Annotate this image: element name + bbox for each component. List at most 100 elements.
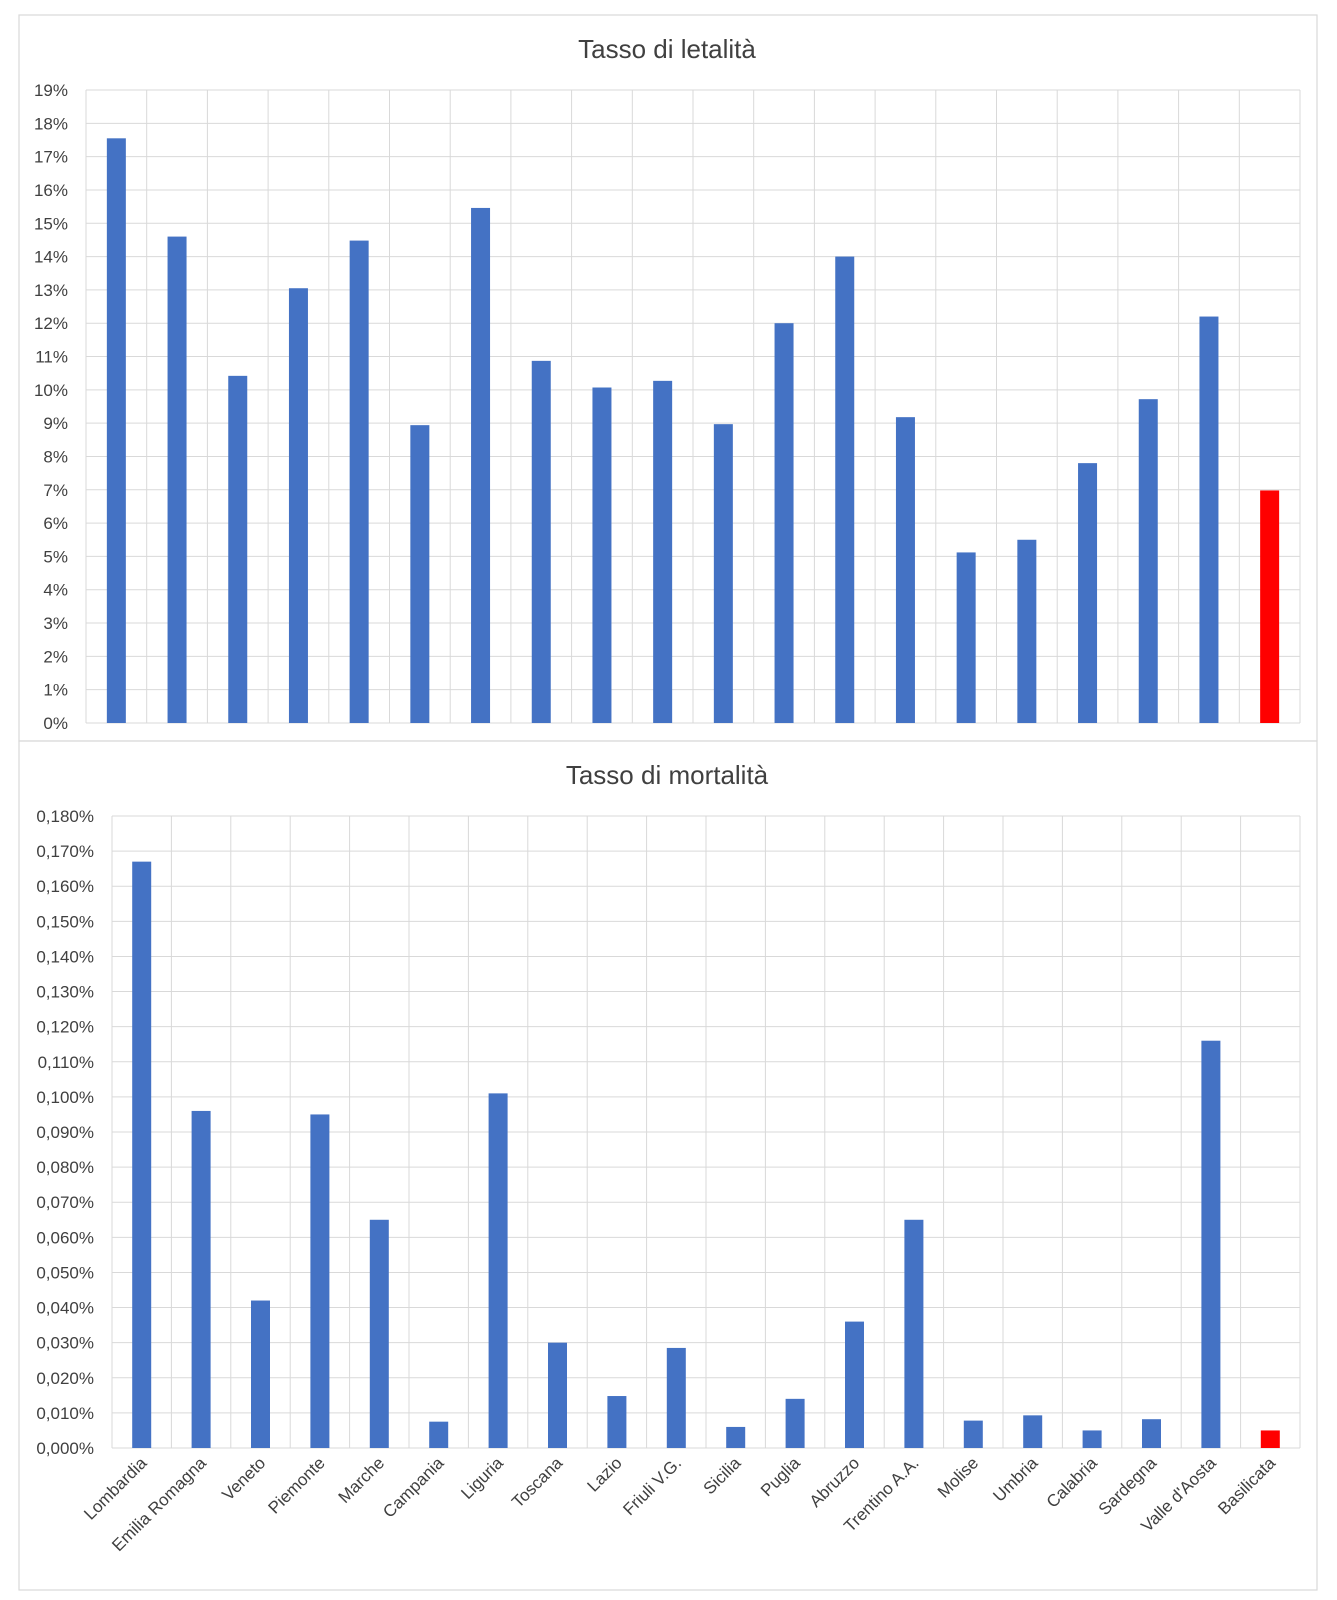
y-tick-label-mortalita: 0,130% <box>36 983 94 1002</box>
bar-letalita-sardegna <box>1138 399 1158 723</box>
x-tick-label: Umbria <box>989 1453 1042 1506</box>
bar-letalita-friuli-v-g- <box>653 380 673 723</box>
y-tick-label-letalita: 8% <box>43 447 68 466</box>
y-tick-label-mortalita: 0,070% <box>36 1193 94 1212</box>
plot-area-letalita: 0% 1% 2% 3% 4% 5% 6% 7% 8% 9% 10% 11% 12% 13% 14% 15% 16… <box>34 81 1301 733</box>
y-tick-label-letalita: 4% <box>43 581 68 600</box>
bar-mortalita-friuli-v-g- <box>666 1347 686 1448</box>
y-tick-label-mortalita: 0,050% <box>36 1263 94 1282</box>
y-tick-label-letalita: 1% <box>43 681 68 700</box>
bar-mortalita-calabria <box>1082 1430 1102 1448</box>
x-tick-label: Friuli V.G. <box>619 1453 685 1519</box>
y-tick-label-mortalita: 0,040% <box>36 1299 94 1318</box>
y-tick-label-letalita: 11% <box>35 348 68 367</box>
bar-mortalita-piemonte <box>310 1114 330 1448</box>
y-tick-label-letalita: 7% <box>43 481 68 500</box>
y-tick-label-mortalita: 0,020% <box>36 1369 94 1388</box>
bar-mortalita-emilia-romagna <box>191 1110 211 1448</box>
y-tick-label-mortalita: 0,110% <box>38 1053 94 1072</box>
y-tick-label-letalita: 13% <box>34 281 68 300</box>
bar-letalita-puglia <box>774 323 794 723</box>
y-tick-label-mortalita: 0,140% <box>36 947 94 966</box>
y-tick-label-letalita: 2% <box>43 647 68 666</box>
chart-frame-mortalita <box>18 740 1318 1591</box>
x-tick-label: Campania <box>379 1453 448 1522</box>
y-tick-label-letalita: 12% <box>34 314 68 333</box>
bar-mortalita-lazio <box>607 1396 627 1448</box>
x-tick-label: Calabria <box>1043 1453 1102 1512</box>
y-tick-label-letalita: 15% <box>34 214 68 233</box>
y-tick-label-letalita: 5% <box>43 547 68 566</box>
x-tick-label: Basilicata <box>1214 1453 1279 1518</box>
x-tick-label: Sicilia <box>700 1453 745 1498</box>
bar-letalita-toscana <box>531 360 551 723</box>
bar-letalita-umbria <box>1017 539 1037 723</box>
y-tick-label-mortalita: 0,180% <box>36 807 94 826</box>
y-tick-label-mortalita: 0,030% <box>36 1334 94 1353</box>
bar-letalita-abruzzo <box>835 256 855 723</box>
y-tick-label-letalita: 19% <box>34 81 68 100</box>
x-tick-label: Marche <box>335 1453 389 1507</box>
bar-letalita-valle-d-aosta <box>1199 316 1219 723</box>
y-tick-label-letalita: 0% <box>43 714 68 733</box>
bar-letalita-emilia-romagna <box>167 236 187 723</box>
bar-mortalita-sicilia <box>726 1426 746 1448</box>
bar-letalita-veneto <box>228 375 248 723</box>
bar-letalita-trentino-a-a- <box>895 417 915 723</box>
bar-letalita-marche <box>349 240 369 723</box>
bar-mortalita-abruzzo <box>845 1321 864 1448</box>
y-tick-label-letalita: 17% <box>34 148 68 167</box>
bar-mortalita-marche <box>369 1219 389 1448</box>
bar-mortalita-veneto <box>251 1300 270 1448</box>
y-tick-label-mortalita: 0,120% <box>36 1018 94 1037</box>
x-tick-label: Puglia <box>757 1453 804 1500</box>
bar-mortalita-campania <box>429 1421 449 1448</box>
bar-letalita-lombardia <box>106 138 126 724</box>
bar-letalita-campania <box>410 425 430 723</box>
x-tick-label: Toscana <box>508 1453 567 1512</box>
y-tick-label-mortalita: 0,010% <box>36 1404 94 1423</box>
y-tick-label-mortalita: 0,150% <box>36 912 94 931</box>
y-tick-label-letalita: 16% <box>34 181 68 200</box>
x-tick-label: Liguria <box>457 1453 507 1503</box>
x-tick-label: Piemonte <box>265 1453 329 1517</box>
y-tick-label-mortalita: 0,090% <box>36 1123 94 1142</box>
bar-letalita-molise <box>956 552 976 723</box>
y-tick-label-letalita: 6% <box>43 514 68 533</box>
bar-mortalita-lombardia <box>132 861 152 1448</box>
bar-letalita-calabria <box>1078 463 1098 723</box>
y-tick-label-mortalita: 0,160% <box>36 877 94 896</box>
y-tick-label-mortalita: 0,000% <box>36 1439 94 1458</box>
bar-mortalita-sardegna <box>1142 1419 1161 1448</box>
y-tick-label-letalita: 18% <box>34 114 68 133</box>
x-tick-label: Veneto <box>218 1453 269 1504</box>
bar-mortalita-molise <box>963 1420 983 1448</box>
bar-mortalita-basilicata <box>1260 1430 1280 1448</box>
plot-area-mortalita: 0,000% 0,010% 0,020% 0,030% 0,040% 0,050% 0,06… <box>36 807 1301 1458</box>
bar-letalita-basilicata <box>1260 490 1280 723</box>
y-tick-label-letalita: 10% <box>34 381 68 400</box>
bar-letalita-liguria <box>471 207 491 724</box>
y-tick-label-mortalita: 0,100% <box>36 1088 94 1107</box>
bar-mortalita-toscana <box>548 1342 567 1448</box>
chart-title-letalita: Tasso di letalità <box>578 34 756 64</box>
y-tick-label-mortalita: 0,170% <box>36 842 94 861</box>
bar-mortalita-trentino-a-a- <box>904 1219 924 1448</box>
y-tick-label-mortalita: 0,060% <box>36 1228 94 1247</box>
x-tick-label: Molise <box>934 1453 982 1501</box>
bar-mortalita-umbria <box>1023 1415 1043 1448</box>
bar-letalita-sicilia <box>713 424 733 723</box>
bar-letalita-lazio <box>592 387 612 723</box>
y-tick-label-mortalita: 0,080% <box>36 1158 94 1177</box>
y-tick-label-letalita: 9% <box>43 414 68 433</box>
bar-letalita-piemonte <box>288 288 308 723</box>
chart-title-mortalita: Tasso di mortalità <box>566 760 769 790</box>
bar-mortalita-liguria <box>488 1093 508 1448</box>
y-tick-label-letalita: 14% <box>34 248 68 267</box>
bar-mortalita-valle-d-aosta <box>1201 1040 1221 1448</box>
bar-mortalita-puglia <box>785 1398 805 1448</box>
y-tick-label-letalita: 3% <box>43 614 68 633</box>
x-tick-label: Lazio <box>584 1453 626 1495</box>
